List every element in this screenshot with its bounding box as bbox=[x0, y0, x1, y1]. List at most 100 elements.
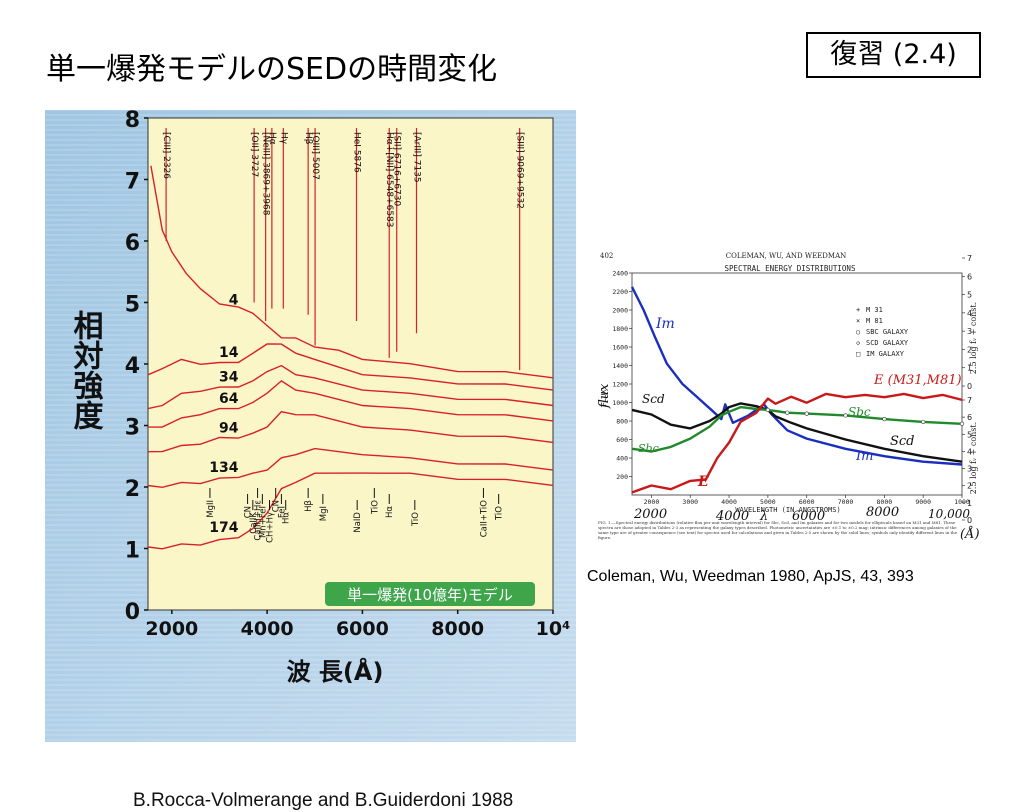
legend-scd: SCD GALAXY bbox=[866, 339, 909, 347]
scan-x-tick-label: 2000 bbox=[644, 498, 660, 506]
y-tick-label: 2 bbox=[125, 477, 140, 502]
emission-line-label: [SIII] 9069+9532 bbox=[515, 132, 525, 209]
scan-y2-axis-label: 2.5 log fᵥ + const. bbox=[969, 302, 978, 374]
emission-line-label: Hγ bbox=[278, 132, 288, 145]
x-tick-label: 10⁴ bbox=[536, 618, 571, 640]
review-box: 復習 (2.4) bbox=[806, 32, 981, 78]
scan-y-tick-label: 1600 bbox=[612, 344, 628, 352]
y-tick-label: 3 bbox=[125, 416, 140, 441]
series-label-34: 34 bbox=[219, 370, 239, 386]
scan-y2-tick-label: 4 bbox=[967, 447, 972, 456]
scan-y-tick-label: 1800 bbox=[612, 325, 628, 333]
legend-m31: M 31 bbox=[866, 306, 883, 314]
scan-y2-tick-label: 1 bbox=[967, 499, 972, 508]
scan-legend: + × ○ ◇ □ M 31 M 81 SBC GALAXY SCD GALAX… bbox=[856, 306, 909, 358]
series-line-174 bbox=[147, 472, 554, 550]
series-label-14: 14 bbox=[219, 345, 239, 361]
scan-x-tick-label: 3000 bbox=[682, 498, 698, 506]
hw-flux: flux bbox=[598, 383, 612, 409]
scan-point bbox=[882, 417, 887, 422]
scan-y2-tick-label: 3 bbox=[967, 327, 972, 336]
handwritten-annotations: Im Scd Sbc E (M31,M81) Sbc Scd Im E flux… bbox=[597, 316, 980, 542]
x-tick-label: 8000 bbox=[431, 618, 484, 640]
series-label-94: 94 bbox=[219, 421, 239, 437]
emission-line-label: [CIII] 2326 bbox=[161, 132, 171, 179]
emission-line-label: [OIII] 5007 bbox=[310, 132, 320, 180]
x-axis-label: 波 長(Å) bbox=[287, 657, 384, 686]
cww-chart: 402 COLEMAN, WU, AND WEEDMAN SPECTRAL EN… bbox=[597, 248, 1004, 552]
legend-glyph-diamond: ◇ bbox=[856, 339, 861, 347]
y-tick-label: 4 bbox=[125, 354, 140, 379]
scan-series-Scd bbox=[631, 402, 963, 463]
y-tick-label: 0 bbox=[125, 600, 140, 625]
scan-y-tick-label: 1400 bbox=[612, 362, 628, 370]
series-line-94 bbox=[147, 410, 554, 453]
scan-point bbox=[785, 410, 790, 415]
absorption-label: CN bbox=[272, 500, 282, 512]
absorption-label: FeI bbox=[277, 506, 287, 518]
scan-title: SPECTRAL ENERGY DISTRIBUTIONS bbox=[725, 264, 856, 273]
absorption-label: TiO bbox=[495, 506, 505, 521]
absorption-label: TiO bbox=[411, 512, 421, 527]
scan-x-axis-label: WAVELENGTH (IN ANGSTROMS) bbox=[735, 506, 840, 514]
scan-y-tick-label: 2000 bbox=[612, 307, 628, 315]
scan-y2-tick-label: 6 bbox=[967, 272, 972, 281]
absorption-label: MgII bbox=[206, 500, 216, 518]
absorption-label: Hβ bbox=[304, 500, 314, 512]
emission-line-label: HeI 5876 bbox=[352, 132, 362, 173]
hw-e-left: E bbox=[697, 474, 709, 490]
hw-im-bottom: Im bbox=[855, 449, 873, 464]
scan-y-tick-label: 800 bbox=[616, 418, 628, 426]
scan-y2-tick-label: 5 bbox=[967, 430, 972, 439]
scan-point bbox=[921, 419, 926, 425]
absorption-label: Hα bbox=[385, 506, 395, 518]
scan-y-tick-label: 200 bbox=[616, 473, 628, 481]
scan-y2-tick-label: 2 bbox=[967, 345, 972, 354]
y-tick-label: 1 bbox=[125, 539, 140, 564]
model-badge bbox=[325, 582, 535, 606]
absorption-label: CaIIK bbox=[249, 512, 259, 534]
model-badge-label: 単一爆発(10億年)モデル bbox=[347, 586, 513, 604]
scan-y3-axis-label: 2.5 log fᵥ + const. bbox=[969, 422, 978, 494]
series-label-134: 134 bbox=[209, 460, 238, 476]
scan-point bbox=[959, 421, 965, 426]
legend-glyph-plus: + bbox=[856, 306, 860, 314]
emission-line-label: [SII] 6716+6730 bbox=[392, 132, 402, 207]
slide-title: 単一爆発モデルのSEDの時間変化 bbox=[46, 52, 498, 87]
scan-y-tick-label: 1200 bbox=[612, 381, 628, 389]
scan-y2-tick-label: 4 bbox=[967, 309, 972, 318]
emission-line-label: [ArIII] 7135 bbox=[411, 132, 421, 183]
scan-x-tick-label: 4000 bbox=[721, 498, 737, 506]
scan-y-tick-label: 1000 bbox=[612, 399, 628, 407]
series-line-134 bbox=[147, 447, 554, 489]
y-tick-label: 8 bbox=[125, 110, 140, 133]
scan-x-tick-label: 7000 bbox=[838, 498, 854, 506]
y-axis-label: 相対強度 bbox=[68, 310, 104, 431]
absorption-label: CN bbox=[244, 506, 254, 518]
series-label-4: 4 bbox=[229, 293, 239, 309]
absorption-label: NaID bbox=[353, 512, 363, 533]
hw-x-6000: 6000 bbox=[792, 509, 825, 524]
y-tick-label: 6 bbox=[125, 231, 140, 256]
legend-sbc: SBC GALAXY bbox=[866, 328, 909, 336]
series-line-34 bbox=[147, 364, 554, 410]
scan-x-tick-label: 8000 bbox=[877, 498, 893, 506]
hw-lambda: λ bbox=[759, 509, 768, 524]
series-label-174: 174 bbox=[209, 520, 238, 536]
scan-y2-tick-label: 6 bbox=[967, 413, 972, 422]
y-tick-label: 5 bbox=[125, 293, 140, 318]
scan-y-axis-label: FLUX bbox=[600, 389, 608, 407]
x-tick-label: 6000 bbox=[336, 618, 389, 640]
hw-x-4000: 4000 bbox=[715, 509, 749, 524]
absorption-label: CH+Hγ bbox=[266, 512, 276, 543]
emission-line-label: Hα+[NII] 6548+6583 bbox=[384, 132, 394, 228]
figure-credit: B.Rocca-Volmerange and B.Guiderdoni 1988 bbox=[133, 790, 514, 811]
scan-series-E bbox=[631, 392, 963, 494]
cww-figure: 402 COLEMAN, WU, AND WEEDMAN SPECTRAL EN… bbox=[597, 248, 1004, 552]
hw-angstrom: (Å) bbox=[960, 526, 980, 542]
x-tick-label: 2000 bbox=[145, 618, 198, 640]
scan-y2-tick-label: 0 bbox=[967, 382, 972, 391]
scan-x-tick-label: 1000 bbox=[954, 498, 970, 506]
emission-line-label: [NeIII] 3869+3968 bbox=[261, 132, 271, 216]
